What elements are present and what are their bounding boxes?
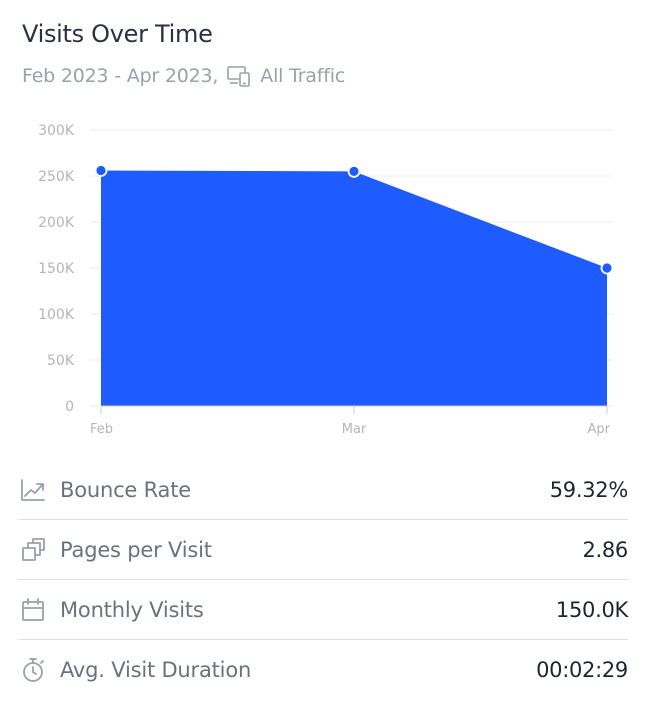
x-tick-label: Feb [90,422,113,437]
y-tick-label: 100K [38,307,75,323]
metric-label: Pages per Visit [60,537,212,562]
metric-row-pages-per-visit: Pages per Visit 2.86 [18,520,628,580]
calendar-icon [18,595,48,625]
metric-label: Bounce Rate [60,477,191,502]
metric-value: 59.32% [549,477,629,502]
trend-arrow-icon [18,475,48,505]
metric-label: Monthly Visits [60,597,204,622]
metric-value: 00:02:29 [536,658,628,682]
traffic-filter[interactable]: All Traffic [260,65,346,87]
chart-points [94,164,614,275]
date-range: Feb 2023 - Apr 2023, [22,65,219,87]
stopwatch-icon [18,655,48,685]
y-axis-ticks: 0 50K 100K 150K 200K 250K 300K [38,123,75,415]
y-tick-label: 50K [47,353,75,369]
data-point[interactable] [600,261,614,275]
metric-row-bounce-rate: Bounce Rate 59.32% [18,460,628,520]
metric-label: Avg. Visit Duration [60,658,252,682]
chart-title: Visits Over Time [22,20,213,48]
metrics-list: Bounce Rate 59.32% Pages per Visit 2.86 … [18,460,628,700]
chart-area-series [101,170,607,406]
y-tick-label: 200K [38,215,75,231]
x-axis: Feb Mar Apr [90,405,611,437]
data-point[interactable] [94,164,108,177]
y-tick-label: 300K [38,123,75,139]
chart-subtitle: Feb 2023 - Apr 2023, All Traffic [22,63,345,89]
x-tick-label: Mar [342,422,367,437]
y-tick-label: 250K [38,169,75,185]
x-tick-label: Apr [588,422,611,437]
area-series [101,170,607,406]
visits-area-chart: 0 50K 100K 150K 200K 250K 300K Feb Mar Apr [38,123,614,437]
y-tick-label: 150K [38,261,75,277]
metric-value: 2.86 [582,537,628,562]
metric-row-avg-visit-duration: Avg. Visit Duration 00:02:29 [18,640,628,700]
metric-value: 150.0K [555,597,628,622]
devices-icon [226,63,252,89]
data-point[interactable] [347,165,361,178]
y-tick-label: 0 [65,399,74,415]
pages-stack-icon [18,535,48,565]
metric-row-monthly-visits: Monthly Visits 150.0K [18,580,628,640]
